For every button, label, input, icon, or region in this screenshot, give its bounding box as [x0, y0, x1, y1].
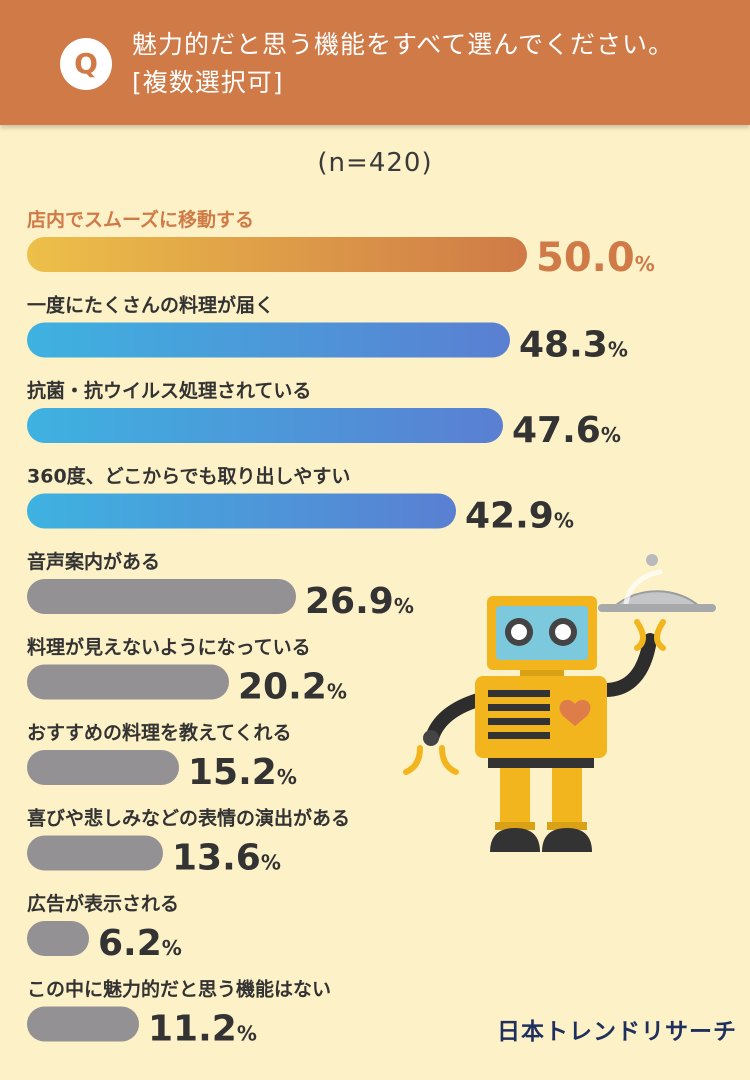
category-label: この中に魅力的だと思う機能はない [27, 978, 331, 1001]
bar [27, 750, 179, 785]
value-number: 20.2 [238, 667, 327, 708]
value-suffix: % [277, 765, 297, 789]
value-number: 6.2 [98, 923, 162, 964]
bar [27, 1006, 139, 1042]
value-label: 13.6% [172, 838, 281, 879]
robot-waiter-illustration [403, 554, 716, 852]
question-text: 魅力的だと思う機能をすべて選んでください。 [複数選択可] [132, 26, 674, 102]
bar [27, 921, 89, 956]
question-badge: Q [60, 38, 112, 90]
value-label: 48.3% [519, 325, 628, 366]
question-header: Q 魅力的だと思う機能をすべて選んでください。 [複数選択可] [0, 0, 750, 125]
value-suffix: % [394, 594, 414, 618]
value-suffix: % [162, 936, 182, 960]
question-line-1: 魅力的だと思う機能をすべて選んでください。 [132, 30, 675, 59]
value-number: 42.9 [465, 496, 554, 537]
bar [27, 493, 456, 529]
bar [27, 835, 163, 871]
category-label: 喜びや悲しみなどの表情の演出がある [27, 807, 350, 830]
question-line-2: [複数選択可] [132, 68, 284, 97]
value-suffix: % [327, 680, 347, 704]
bar [27, 579, 296, 614]
bar [27, 664, 229, 700]
value-label: 50.0% [536, 235, 655, 281]
bar [27, 237, 527, 272]
value-number: 50.0 [536, 235, 635, 281]
value-suffix: % [601, 423, 621, 447]
sample-size: (n=420) [317, 148, 433, 178]
value-suffix: % [261, 851, 281, 875]
value-number: 48.3 [519, 325, 608, 366]
bar [27, 408, 503, 443]
value-suffix: % [237, 1022, 257, 1046]
category-label: 一度にたくさんの料理が届く [27, 294, 274, 317]
value-label: 26.9% [305, 581, 414, 622]
category-label: 料理が見えないようになっている [27, 636, 311, 659]
category-label: 広告が表示される [27, 892, 179, 915]
value-label: 47.6% [512, 410, 621, 451]
value-number: 15.2 [188, 752, 277, 793]
category-label: 店内でスムーズに移動する [27, 208, 254, 231]
value-suffix: % [554, 509, 574, 533]
value-label: 11.2% [148, 1009, 257, 1050]
value-label: 20.2% [238, 667, 347, 708]
category-label: おすすめの料理を教えてくれる [27, 721, 291, 744]
value-suffix: % [635, 252, 655, 276]
value-number: 26.9 [305, 581, 394, 622]
category-label: 抗菌・抗ウイルス処理されている [27, 379, 311, 402]
value-label: 6.2% [98, 923, 182, 964]
value-label: 42.9% [465, 496, 574, 537]
brand-logo: 日本トレンドリサーチ [497, 1019, 737, 1045]
value-suffix: % [608, 338, 628, 362]
category-label: 360度、どこからでも取り出しやすい [27, 465, 350, 488]
value-number: 13.6 [172, 838, 261, 879]
value-number: 47.6 [512, 410, 601, 451]
category-label: 音声案内がある [27, 550, 160, 573]
bar [27, 322, 510, 358]
value-number: 11.2 [148, 1009, 237, 1050]
value-label: 15.2% [188, 752, 297, 793]
